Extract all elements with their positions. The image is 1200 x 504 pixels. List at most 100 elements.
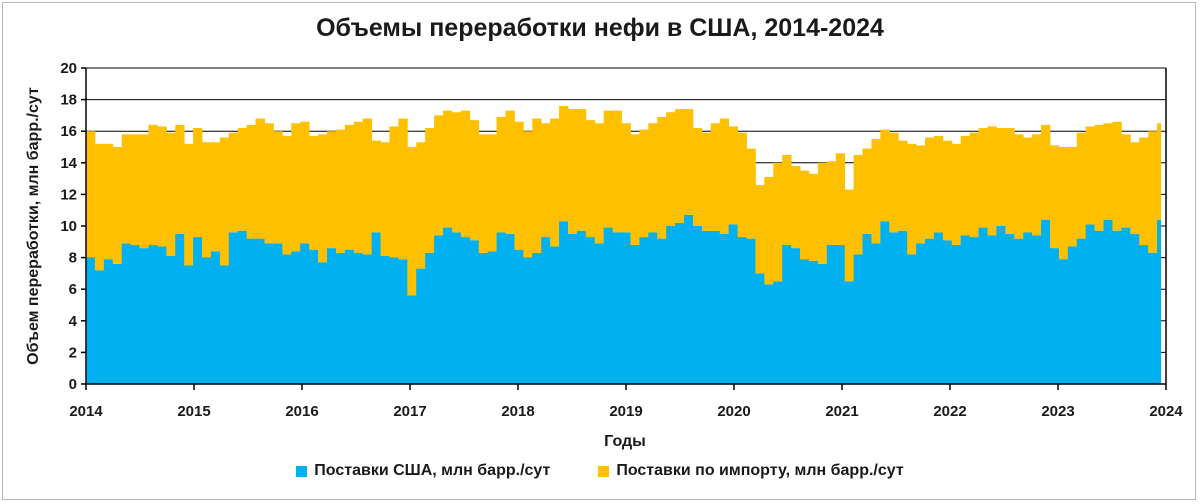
bar-import-supply [755, 184, 765, 274]
bar-import-supply [835, 153, 846, 245]
legend-label-import: Поставки по импорту, млн барр./сут [616, 462, 904, 479]
bar-import-supply [255, 118, 265, 239]
bar-us-supply [532, 252, 542, 384]
bar-import-supply [1005, 128, 1015, 234]
bar-us-supply [585, 237, 596, 384]
bar-import-supply [933, 135, 944, 233]
bar-import-supply [344, 124, 355, 250]
x-tick-label: 2016 [285, 403, 318, 420]
bar-import-supply [639, 129, 649, 238]
bar-us-supply [371, 232, 381, 384]
bar-import-supply [585, 120, 596, 238]
y-tick-label: 20 [60, 60, 77, 77]
bar-import-supply [996, 128, 1006, 226]
bar-us-supply [925, 238, 935, 384]
bar-import-supply [103, 143, 114, 260]
bar-us-supply [434, 235, 444, 384]
bar-import-supply [710, 123, 721, 231]
legend-label-us: Поставки США, млн барр./сут [314, 462, 551, 479]
bar-us-supply [675, 222, 685, 384]
bar-us-supply [202, 257, 212, 384]
bar-import-supply [157, 126, 167, 247]
bar-import-supply [1112, 121, 1122, 231]
bar-us-supply [1041, 219, 1051, 384]
bar-import-supply [960, 135, 971, 236]
bar-us-supply [210, 251, 221, 384]
bar-us-supply [407, 295, 417, 384]
y-tick-label: 18 [60, 92, 77, 109]
bar-us-supply [755, 273, 765, 384]
bar-import-supply [371, 140, 381, 233]
bar-us-supply [639, 237, 649, 384]
bar-import-supply [978, 128, 988, 228]
bar-us-supply [871, 243, 881, 384]
bar-us-supply [1049, 248, 1060, 384]
bar-us-supply [808, 260, 819, 384]
bar-us-supply [237, 230, 248, 384]
bar-import-supply [817, 162, 828, 264]
axes [81, 67, 1167, 390]
bar-import-supply [362, 118, 373, 255]
bar-us-supply [496, 232, 506, 384]
y-tick-label: 2 [69, 344, 77, 361]
bar-import-supply [987, 126, 997, 236]
bar-import-supply [505, 110, 515, 234]
bar-import-supply [1014, 134, 1024, 239]
bar-us-supply [1032, 235, 1042, 384]
x-tick-label: 2020 [717, 403, 750, 420]
bar-import-supply [871, 139, 881, 244]
bar-import-supply [460, 110, 471, 238]
bar-import-supply [139, 134, 149, 249]
bar-import-supply [692, 128, 703, 226]
bar-import-supply [175, 124, 185, 234]
bar-us-supply [916, 243, 926, 384]
bar-us-supply [148, 244, 158, 384]
bar-us-supply [1058, 259, 1069, 384]
bar-us-supply [193, 237, 203, 384]
bar-us-supply [451, 232, 462, 384]
bar-import-supply [898, 140, 908, 231]
bar-import-supply [1085, 126, 1095, 225]
bar-import-supply [675, 109, 685, 223]
bar-import-supply [826, 161, 837, 245]
bar-import-supply [648, 123, 658, 233]
bar-import-supply [407, 147, 417, 296]
bar-import-supply [282, 135, 292, 255]
bar-us-supply [175, 233, 185, 384]
bar-us-supply [1103, 219, 1113, 384]
bar-import-supply [808, 173, 819, 261]
bar-import-supply [1067, 147, 1078, 247]
bar-us-supply [800, 259, 810, 384]
bar-import-supply [773, 162, 783, 282]
bar-us-supply [389, 257, 399, 384]
bar-us-supply [1157, 219, 1162, 384]
bar-import-supply [389, 126, 399, 258]
bar-import-supply [621, 123, 631, 233]
bar-import-supply [791, 165, 801, 249]
bar-import-supply [318, 134, 328, 263]
y-tick-label: 12 [60, 186, 77, 203]
y-tick-label: 4 [69, 313, 78, 330]
bar-import-supply [398, 118, 408, 260]
y-tick-label: 10 [60, 218, 77, 235]
bar-us-supply [139, 248, 149, 384]
bar-us-supply [969, 237, 979, 384]
bar-import-supply [335, 129, 346, 253]
chart-title: Объемы переработки нефи в США, 2014-2024 [316, 14, 884, 42]
bar-us-supply [344, 249, 355, 384]
bar-us-supply [469, 240, 480, 384]
bar-import-supply [541, 123, 551, 238]
x-tick-label: 2022 [933, 403, 966, 420]
bar-import-supply [862, 148, 872, 234]
bar-import-supply [657, 116, 667, 239]
bar-import-supply [612, 110, 622, 233]
bar-import-supply [728, 126, 738, 225]
bar-us-supply [559, 221, 569, 384]
bar-us-supply [764, 284, 774, 384]
bar-import-supply [630, 134, 640, 245]
bar-import-supply [112, 147, 123, 264]
bar-import-supply [880, 129, 890, 222]
bar-us-supply [398, 259, 408, 384]
bar-us-supply [951, 244, 962, 384]
